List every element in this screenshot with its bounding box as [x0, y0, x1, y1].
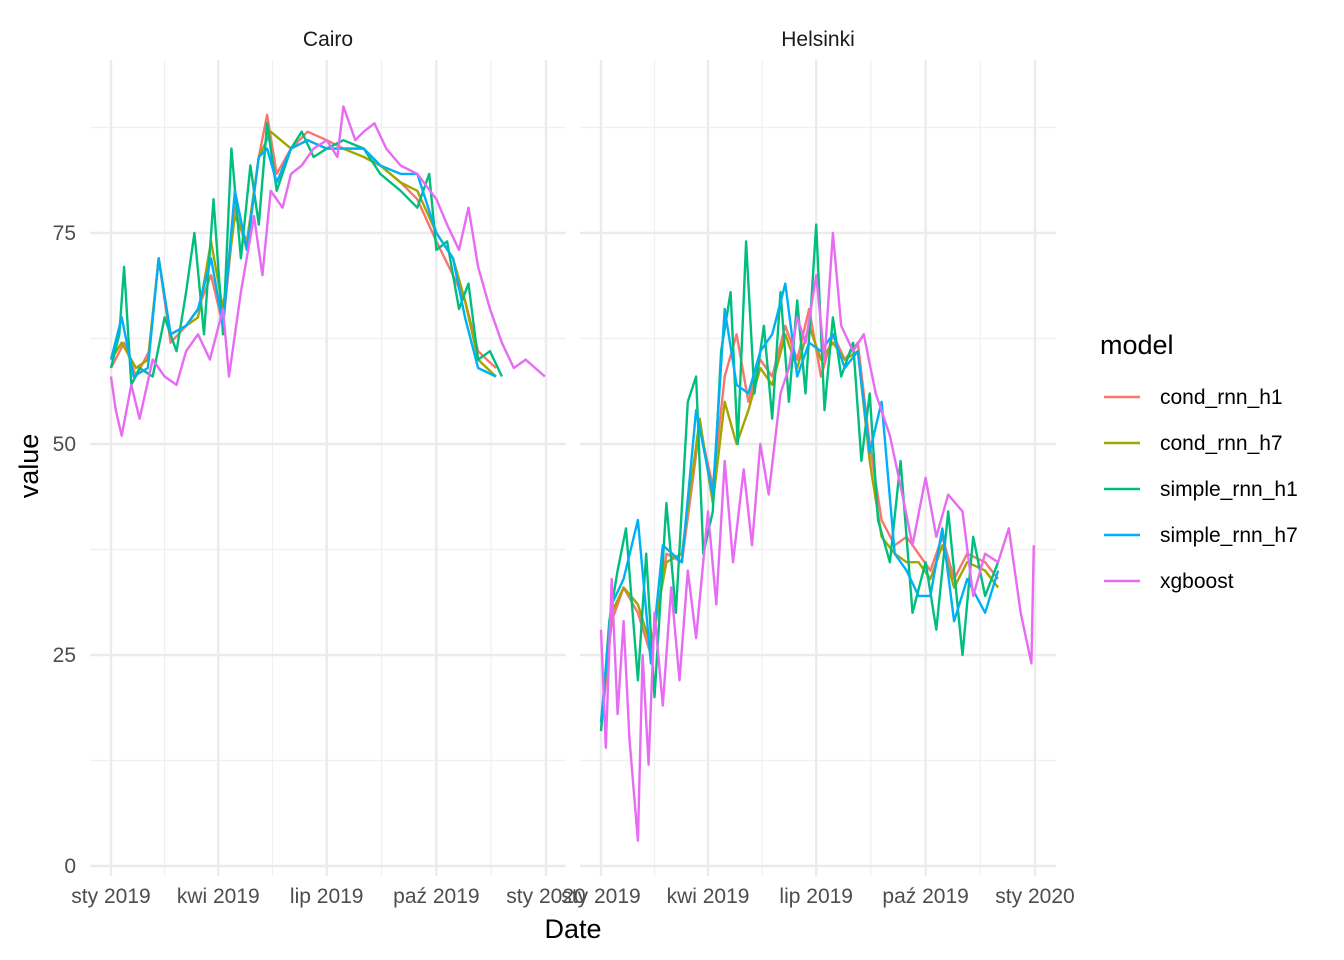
cairo-x-tick-labels: sty 2019 kwi 2019 lip 2019 paź 2019 sty 2020 [71, 885, 585, 908]
x-tick-label: sty 2019 [71, 885, 150, 908]
strip-label-cairo: Cairo [303, 28, 353, 51]
y-tick-label: 25 [53, 644, 76, 667]
x-tick-label: lip 2019 [779, 885, 853, 908]
x-tick-label: sty 2019 [561, 885, 640, 908]
legend-title: model [1100, 330, 1174, 360]
helsinki-x-tick-labels: sty 2019 kwi 2019 lip 2019 paź 2019 sty 2020 [561, 885, 1074, 908]
series-line-simple_rnn_h7 [599, 282, 1000, 723]
series-line-simple_rnn_h1 [109, 122, 503, 387]
y-tick-label: 0 [64, 855, 76, 878]
series-line-xgboost [599, 231, 1035, 842]
legend: model cond_rnn_h1 cond_rnn_h7 simple_rnn_h… [1100, 330, 1298, 593]
x-tick-label: sty 2020 [506, 885, 585, 908]
x-tick-label: paź 2019 [393, 885, 479, 908]
legend-label-xgboost: xgboost [1160, 570, 1234, 593]
series-line-simple_rnn_h7 [109, 139, 497, 378]
x-axis-title: Date [544, 914, 601, 944]
x-tick-label: lip 2019 [290, 885, 364, 908]
series-line-xgboost [109, 105, 546, 437]
x-tick-label: kwi 2019 [177, 885, 260, 908]
legend-items: cond_rnn_h1 cond_rnn_h7 simple_rnn_h1simpl… [1104, 386, 1298, 593]
legend-label-cond_rnn_h7: cond_rnn_h7 [1160, 432, 1283, 455]
y-axis-title: value [14, 434, 44, 499]
x-tick-label: paź 2019 [882, 885, 968, 908]
y-tick-label: 50 [53, 433, 76, 456]
strip-label-helsinki: Helsinki [781, 28, 855, 51]
cairo-series-lines [109, 105, 546, 437]
panel-helsinki: Helsinki sty 2019 kwi 2019 lip 2019 paź 201… [561, 28, 1074, 908]
cairo-grid [90, 60, 566, 876]
x-tick-label: kwi 2019 [667, 885, 750, 908]
series-line-simple_rnn_h1 [599, 223, 1000, 732]
legend-label-simple_rnn_h7: simple_rnn_h7 [1160, 524, 1298, 547]
y-tick-label: 75 [53, 222, 76, 245]
helsinki-series-lines [599, 223, 1035, 842]
x-tick-label: sty 2020 [995, 885, 1074, 908]
legend-label-simple_rnn_h1: simple_rnn_h1 [1160, 478, 1298, 501]
legend-label-cond_rnn_h1: cond_rnn_h1 [1160, 386, 1283, 409]
y-tick-labels: 0 25 50 75 [53, 222, 76, 878]
